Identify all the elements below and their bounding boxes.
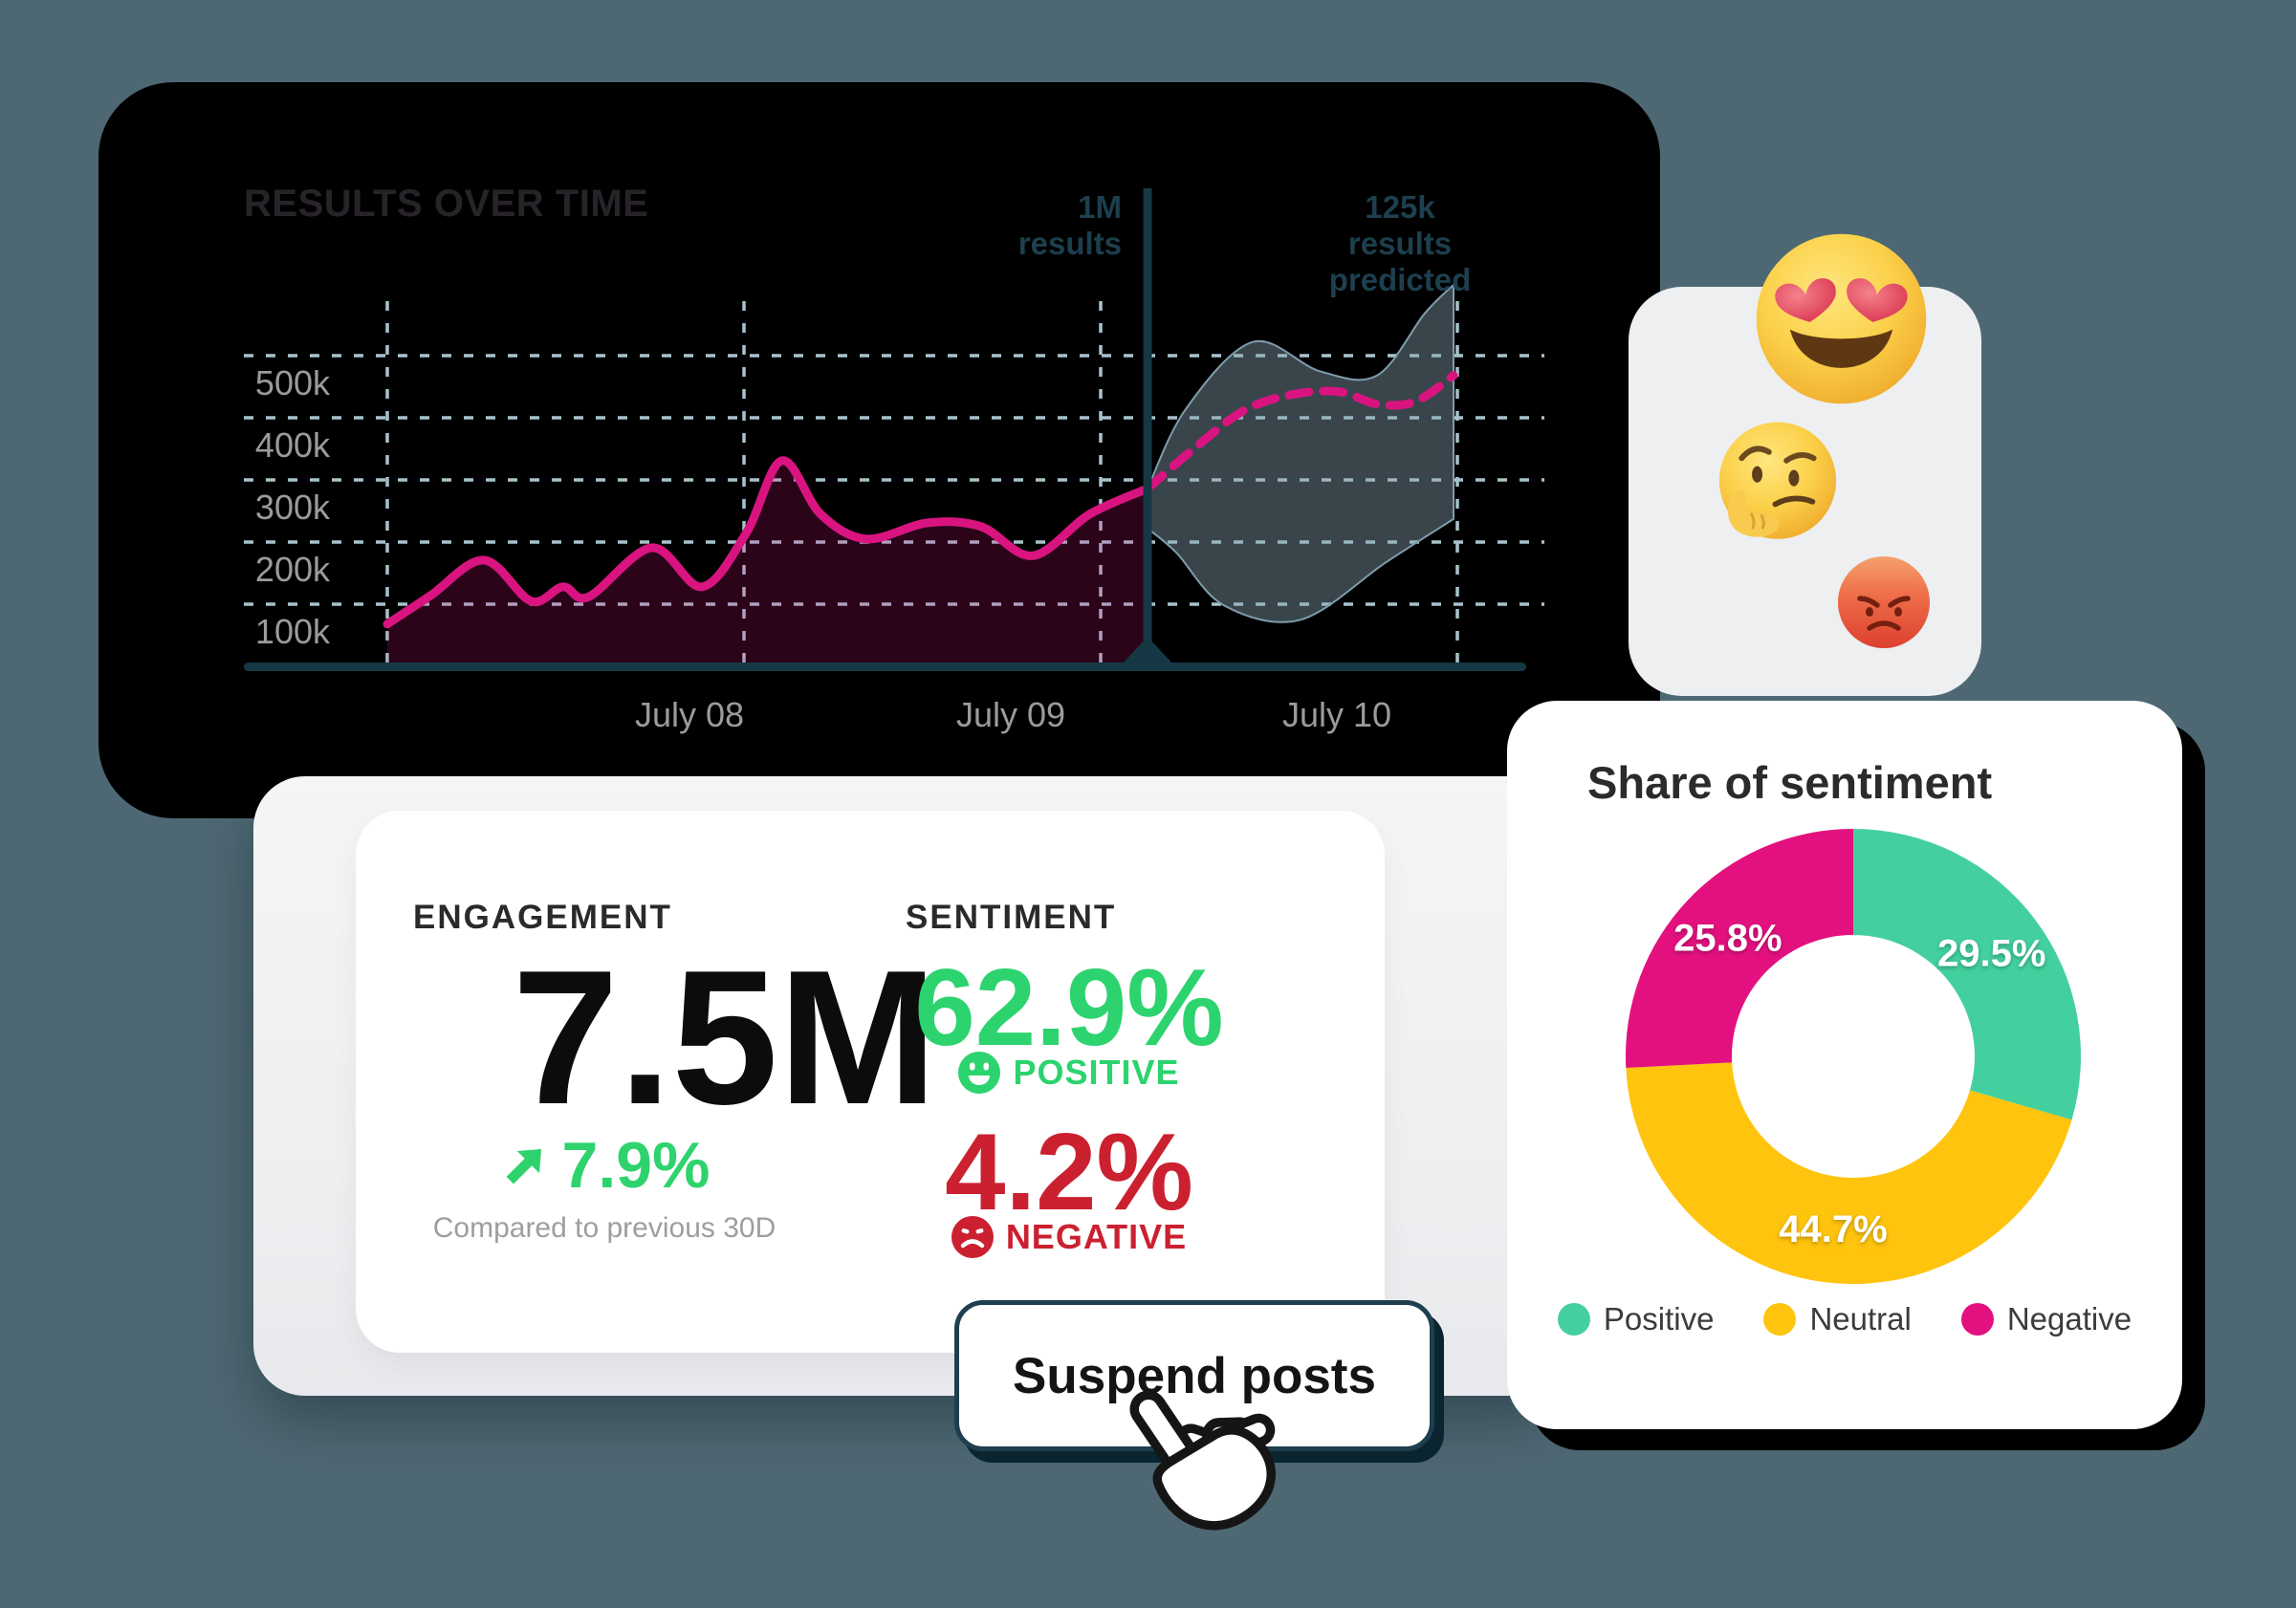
engagement-delta-row: 7.9%: [356, 1128, 853, 1203]
forecast-median-line: [1143, 371, 1458, 493]
legend-dot-positive: [1557, 1303, 1590, 1336]
negative-sentiment-row: NEGATIVE: [801, 1216, 1337, 1258]
engagement-value: 7.5M: [512, 931, 938, 1144]
legend-item-neutral: Neutral: [1763, 1301, 1912, 1337]
donut-slice-negative: [1625, 829, 1853, 1068]
donut-slice-positive: [1853, 829, 2081, 1120]
donut-legend: Positive Neutral Negative: [1507, 1301, 2182, 1337]
heart-eyes-emoji-icon: [1756, 233, 1927, 404]
positive-label: POSITIVE: [1013, 1053, 1180, 1092]
donut-slice-label-negative: 25.8%: [1673, 917, 1782, 959]
chart-title: RESULTS OVER TIME: [244, 183, 648, 225]
now-annotation-line1: 1M: [1078, 189, 1122, 225]
y-tick-500k: 500k: [255, 363, 331, 402]
sad-face-icon: [951, 1216, 994, 1258]
legend-item-positive: Positive: [1557, 1301, 1715, 1337]
chart-series: [383, 282, 1458, 666]
x-axis-line: [244, 663, 1526, 671]
legend-item-negative: Negative: [1960, 1301, 2132, 1337]
positive-sentiment-row: POSITIVE: [801, 1052, 1337, 1094]
history-area: [387, 460, 1148, 666]
legend-label-positive: Positive: [1603, 1301, 1715, 1336]
donut-slice-label-neutral: 44.7%: [1779, 1208, 1887, 1250]
donut-card-title: Share of sentiment: [1587, 757, 1993, 808]
angry-emoji-icon: [1838, 556, 1930, 648]
history-line: [383, 456, 1152, 629]
results-over-time-chart: RESULTS OVER TIME 500k 400k 300k 200k 10…: [244, 183, 1544, 734]
legend-label-neutral: Neutral: [1809, 1301, 1912, 1336]
y-tick-300k: 300k: [255, 488, 331, 527]
chart-gridlines: [244, 301, 1544, 663]
predicted-annotation-line2: results: [1348, 226, 1452, 261]
negative-label: NEGATIVE: [1005, 1217, 1188, 1256]
positive-sentiment-value: 62.9%: [914, 947, 1224, 1069]
suspend-posts-label: Suspend posts: [1013, 1347, 1376, 1404]
engagement-caption: Compared to previous 30D: [432, 1212, 776, 1244]
y-tick-400k: 400k: [255, 425, 331, 465]
x-tick-july10: July 10: [1282, 695, 1391, 734]
y-tick-200k: 200k: [255, 550, 331, 589]
donut-slice-neutral: [1626, 1062, 2072, 1285]
legend-dot-negative: [1960, 1303, 1994, 1336]
x-tick-july08: July 08: [635, 695, 744, 734]
engagement-delta-value: 7.9%: [561, 1129, 711, 1202]
engagement-heading: ENGAGEMENT: [413, 899, 672, 936]
donut-slice-label-positive: 29.5%: [1937, 932, 2045, 974]
results-over-time-card: RESULTS OVER TIME 500k 400k 300k 200k 10…: [98, 82, 1660, 818]
predicted-annotation-line1: 125k: [1365, 189, 1435, 225]
sentiment-heading: SENTIMENT: [906, 899, 1117, 936]
trend-up-arrow-icon: [506, 1148, 541, 1184]
forecast-band: [1147, 282, 1454, 623]
hand-cursor-icon: [1129, 1390, 1276, 1531]
happy-face-icon: [958, 1052, 1001, 1094]
legend-dot-neutral: [1763, 1303, 1797, 1336]
legend-label-negative: Negative: [2006, 1301, 2132, 1336]
now-marker-triangle: [1120, 637, 1175, 666]
negative-sentiment-value: 4.2%: [945, 1112, 1193, 1233]
y-tick-100k: 100k: [255, 612, 331, 651]
share-of-sentiment-card: Share of sentiment 29.5% 44.7% 25.8% Posit…: [1507, 701, 2182, 1429]
now-marker-line: [1143, 188, 1152, 666]
x-tick-july09: July 09: [956, 695, 1065, 734]
thinking-emoji-icon: [1718, 422, 1837, 539]
sentiment-donut-chart: 29.5% 44.7% 25.8%: [1625, 829, 2081, 1285]
engagement-sentiment-card: ENGAGEMENT 7.5M 7.9% Compared to previou…: [356, 811, 1385, 1353]
predicted-annotation-line3: predicted: [1329, 262, 1472, 297]
now-annotation-line2: results: [1018, 226, 1122, 261]
